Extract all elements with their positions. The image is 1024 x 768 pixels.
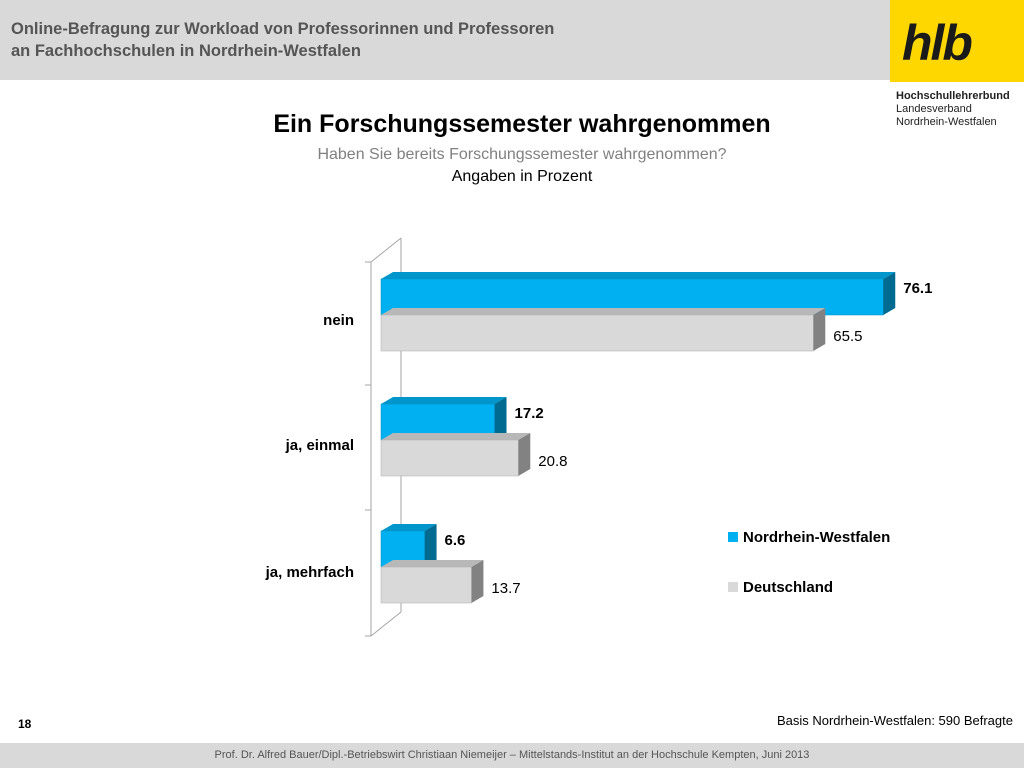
data-label: 65.5 [833, 328, 862, 345]
hlb-logo: hlb [890, 0, 1024, 82]
legend-swatch [728, 532, 738, 542]
legend-swatch [728, 582, 738, 592]
footer-bar: Prof. Dr. Alfred Bauer/Dipl.-Betriebswir… [0, 743, 1024, 768]
data-label: 76.1 [903, 280, 932, 297]
bar-deutschland [380, 566, 472, 604]
data-label: 17.2 [515, 405, 544, 422]
header-title-line2: an Fachhochschulen in Nordrhein-Westfale… [11, 42, 361, 60]
org-name: Hochschullehrerbund [896, 90, 1010, 102]
logo-text: hlb [902, 15, 973, 71]
data-label: 20.8 [538, 453, 567, 470]
org-subtitle-2: Nordrhein-Westfalen [896, 116, 997, 128]
bar-top-face [381, 397, 507, 404]
org-subtitle-1: Landesverband [896, 103, 972, 115]
chart-subtitle: Haben Sie bereits Forschungssemester wah… [317, 146, 727, 163]
bar-side-face [494, 397, 507, 440]
bar-side-face [518, 433, 531, 476]
data-label: 13.7 [491, 580, 520, 597]
bar-side-face [424, 524, 437, 567]
category-label: nein [323, 312, 354, 329]
category-label: ja, einmal [285, 437, 354, 454]
axis-top-edge [370, 237, 402, 263]
bar-top-face [381, 524, 437, 531]
legend-label: Nordrhein-Westfalen [743, 529, 890, 546]
basis-note: Basis Nordrhein-Westfalen: 590 Befragte [776, 713, 1013, 728]
legend-label: Deutschland [743, 579, 833, 596]
bar-deutschland [380, 439, 519, 477]
header-title-line1: Online-Befragung zur Workload von Profes… [11, 20, 555, 38]
footer-text: Prof. Dr. Alfred Bauer/Dipl.-Betriebswir… [214, 749, 810, 761]
bar-top-face [381, 560, 484, 567]
header-bar: Online-Befragung zur Workload von Profes… [0, 0, 890, 80]
bar-side-face [471, 560, 484, 603]
chart-title: Ein Forschungssemester wahrgenommen [273, 110, 771, 138]
data-label: 6.6 [445, 532, 466, 549]
chart-unit-note: Angaben in Prozent [451, 168, 593, 185]
bar-top-face [381, 308, 826, 315]
bar-top-face [381, 433, 531, 440]
axis-bottom-edge [370, 611, 402, 637]
bar-side-face [813, 308, 826, 351]
category-label: ja, mehrfach [265, 564, 354, 581]
bar-deutschland [380, 314, 814, 352]
slide-number: 18 [18, 717, 32, 731]
bar-top-face [381, 272, 896, 279]
bar-side-face [883, 272, 896, 315]
